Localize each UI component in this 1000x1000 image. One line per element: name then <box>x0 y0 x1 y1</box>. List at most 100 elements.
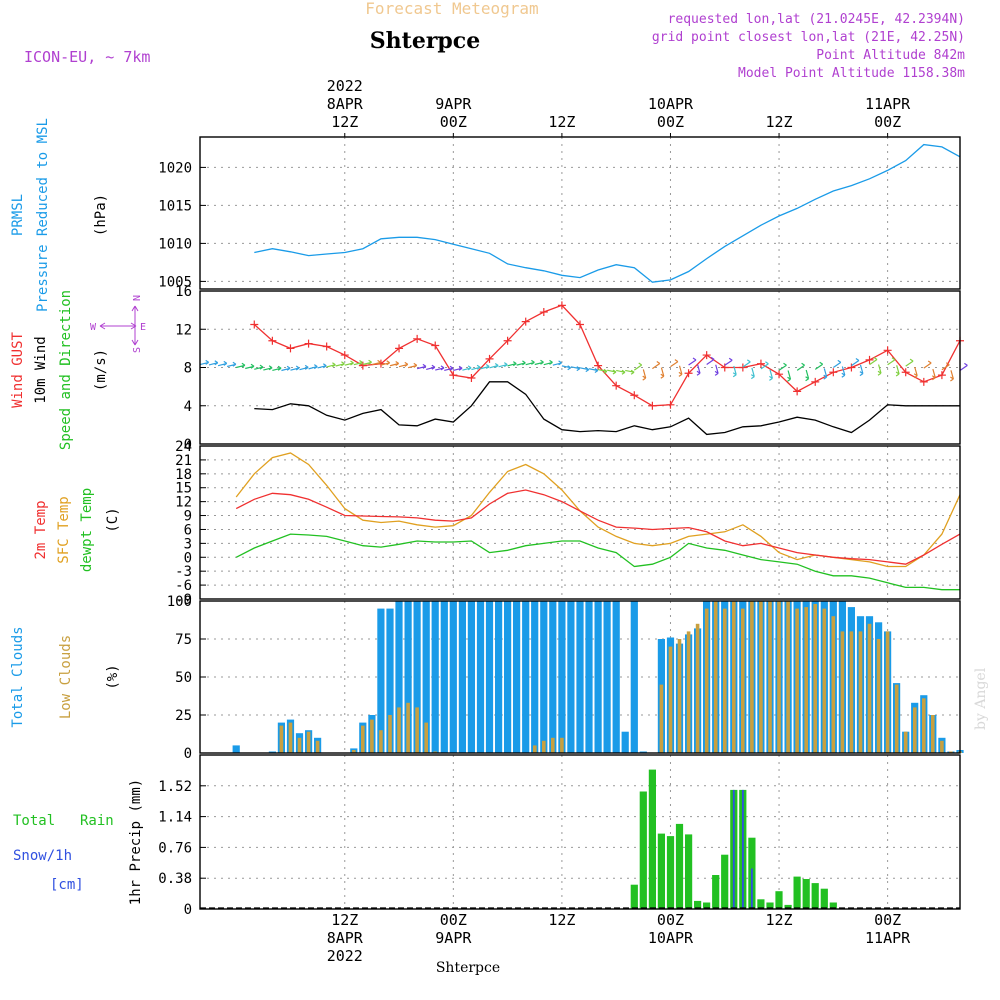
gust-marker <box>322 342 331 351</box>
temperature-ytick-label: 12 <box>175 495 192 511</box>
pressure-ytick-label: 1020 <box>158 160 192 176</box>
top-time-label: 00Z <box>874 113 901 131</box>
bottom-time-label: 12Z <box>766 911 793 929</box>
low-cloud-bar <box>795 608 799 753</box>
low-cloud-bar <box>397 707 401 753</box>
compass-w: W <box>90 322 97 333</box>
grid-layer <box>200 137 960 910</box>
low-cloud-bar <box>306 731 311 753</box>
top-time-label: 12Z <box>548 113 575 131</box>
low-cloud-bar <box>822 608 827 753</box>
low-cloud-bar <box>388 715 392 753</box>
low-cloud-bar <box>279 725 284 753</box>
wind-direction-arrow <box>642 369 647 381</box>
pressure-unit: (hPa) <box>93 194 109 236</box>
temperature-ytick-label: -9 <box>175 592 192 608</box>
low-cloud-bar <box>723 608 727 753</box>
wind-direction-arrow <box>272 365 282 371</box>
rain-bar <box>703 902 711 909</box>
point-altitude: Point Altitude 842m <box>816 48 965 63</box>
low-cloud-bar <box>813 604 817 753</box>
rain-bar <box>829 902 837 909</box>
wind-direction-arrow <box>607 369 617 375</box>
wind-direction-arrow <box>498 362 508 368</box>
wind-ytick-label: 16 <box>175 284 192 300</box>
precip-labels: Total Rain Snow/1h [cm] 1hr Precip (mm) <box>13 779 144 905</box>
total-cloud-bar <box>504 601 512 753</box>
precip-ytick-label: 0.38 <box>158 871 192 887</box>
gust-marker <box>883 346 892 355</box>
wind-direction-arrow <box>444 365 454 372</box>
gust-marker <box>919 377 928 386</box>
pressure-line <box>254 143 961 283</box>
wind-direction-arrow <box>489 363 499 369</box>
total-cloud-bar <box>268 751 276 753</box>
low-cloud-bar <box>415 707 419 753</box>
total-cloud-bar <box>377 608 385 753</box>
low-cloud-bar <box>940 740 944 753</box>
low-clouds-label: Low Clouds <box>58 635 74 719</box>
low-cloud-bar <box>352 750 356 753</box>
wind-direction-arrow <box>724 357 733 366</box>
cloud-labels: Total Clouds Low Clouds (%) <box>10 626 121 727</box>
gust-marker <box>286 344 295 353</box>
wind-direction-arrow <box>525 359 535 366</box>
rain-bar <box>775 891 783 909</box>
model-label: ICON-EU, ~ 7km <box>24 48 150 66</box>
wind-direction-arrow <box>931 368 936 381</box>
temperature-frame <box>199 445 961 600</box>
wind-direction-arrow <box>859 364 864 377</box>
top-time-label: 8APR <box>327 95 364 113</box>
model-altitude: Model Point Altitude 1158.38m <box>738 66 965 81</box>
low-cloud-bar <box>894 684 899 753</box>
wind-direction-arrow <box>923 360 932 369</box>
total-cloud-bar <box>413 601 421 753</box>
low-cloud-bar <box>297 737 302 753</box>
wind-ytick-label: 4 <box>184 399 192 415</box>
low-cloud-bar <box>370 719 374 753</box>
wind-direction-arrow <box>362 359 372 366</box>
wind-direction-arrow <box>462 365 472 371</box>
top-time-label: 9APR <box>435 95 472 113</box>
low-cloud-bar <box>885 631 890 753</box>
rain-bar <box>721 854 729 909</box>
temperature-ytick-label: 6 <box>184 522 192 538</box>
wind-ytick-label: 8 <box>184 361 192 377</box>
wind-direction-arrow <box>670 359 679 368</box>
wind-direction-arrow <box>471 364 481 371</box>
temperature-ytick-label: 18 <box>175 467 192 483</box>
snow-bar <box>732 789 735 909</box>
temperature-ytick-label: -6 <box>175 578 192 594</box>
low-cloud-bar <box>849 631 854 753</box>
wind-unit: (m/s) <box>93 349 109 391</box>
top-time-label: 12Z <box>331 113 358 131</box>
gust-marker <box>775 370 784 379</box>
wind-direction-arrow <box>688 357 697 366</box>
wind-direction-arrow <box>616 369 626 375</box>
low-cloud-bar <box>931 715 935 753</box>
wind-direction-arrow <box>851 358 860 367</box>
bottom-time-label: 00Z <box>874 911 901 929</box>
total-cloud-bar <box>232 745 240 753</box>
clouds-frame <box>199 600 961 754</box>
bottom-time-label: 10APR <box>648 929 694 947</box>
wind-direction-arrow <box>887 357 896 366</box>
rain-bar <box>712 875 720 909</box>
wind-direction-arrow <box>290 365 300 371</box>
clouds-ytick-label: 25 <box>175 708 192 724</box>
low-cloud-bar <box>533 745 537 753</box>
rain-bar <box>694 900 702 909</box>
wind-direction-arrow <box>832 359 842 368</box>
wind-direction-arrow <box>696 364 701 376</box>
wind-direction-arrow <box>787 370 792 382</box>
precip-ytick-label: 1.14 <box>158 810 192 826</box>
low-cloud-bar <box>922 698 926 753</box>
wind-direction-arrow <box>552 360 562 366</box>
gust-marker <box>358 361 367 370</box>
wind-direction-arrow <box>398 361 409 368</box>
gust-label: Wind GUST <box>10 332 26 408</box>
wind10-line <box>254 381 960 436</box>
low-cloud-bar <box>903 731 908 753</box>
precip-unit: 1hr Precip (mm) <box>128 779 144 905</box>
